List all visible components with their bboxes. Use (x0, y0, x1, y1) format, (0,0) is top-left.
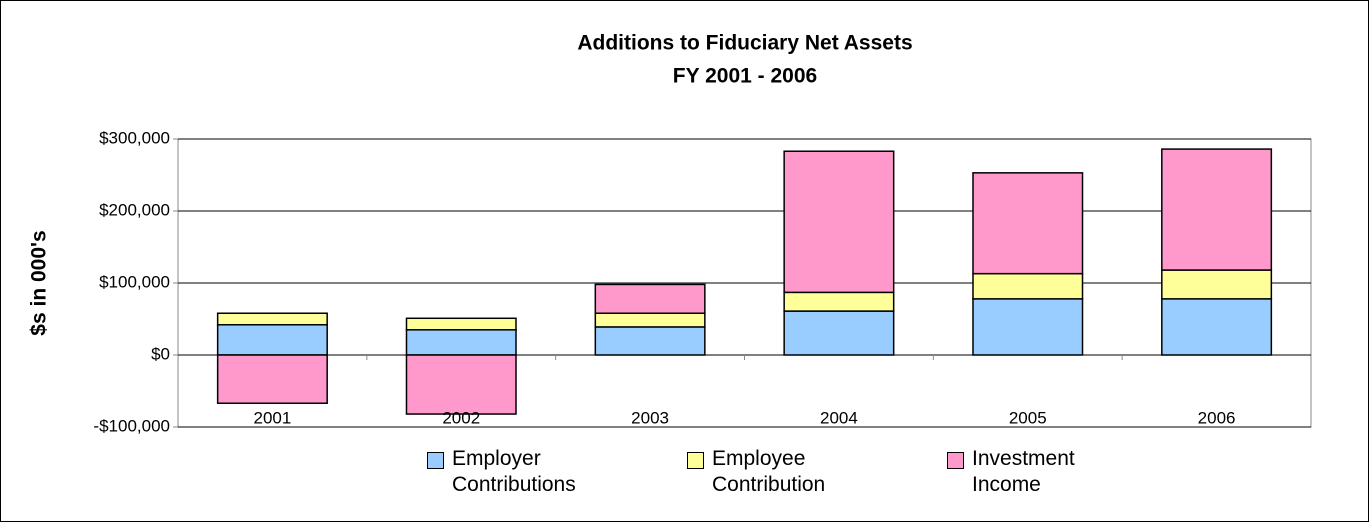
bar-segment (972, 172, 1084, 275)
bar-segment (405, 354, 517, 415)
bar-segment (216, 324, 328, 356)
chart-title: Additions to Fiduciary Net Assets (577, 32, 912, 55)
bar-segment (972, 298, 1084, 356)
bar-segment (405, 329, 517, 356)
bar-segment (783, 150, 895, 294)
chart-subtitle: FY 2001 - 2006 (673, 65, 817, 88)
bar-segment (1161, 298, 1273, 356)
bar-segment (405, 317, 517, 331)
x-tick-label: 2002 (442, 408, 480, 427)
legend-swatch (947, 452, 964, 469)
legend-label: Investment Income (972, 447, 1075, 496)
y-axis-label: $s in 000's (28, 230, 51, 335)
legend-label: Employer Contributions (452, 447, 576, 496)
bar-segment (972, 272, 1084, 300)
x-tick-label: 2003 (631, 408, 669, 427)
bar-segment (594, 283, 706, 314)
bar-segment (1161, 269, 1273, 300)
x-tick-label: 2001 (254, 408, 292, 427)
bar-segment (1161, 148, 1273, 271)
x-tick-label: 2004 (820, 408, 858, 427)
y-tick-label: $300,000 (99, 128, 170, 147)
bar-segment (594, 326, 706, 356)
legend-swatch (687, 452, 704, 469)
legend-swatch (427, 452, 444, 469)
x-tick-label: 2006 (1198, 408, 1236, 427)
x-tick-label: 2005 (1009, 408, 1047, 427)
legend-item: Employee Contribution (687, 446, 862, 498)
bar-segment (216, 312, 328, 326)
bar-segment (783, 291, 895, 312)
legend-label: Employee Contribution (712, 447, 826, 496)
legend-item: Employer Contributions (427, 446, 602, 498)
y-tick-label: -$100,000 (93, 416, 170, 435)
bar-segment (216, 354, 328, 404)
y-tick-label: $100,000 (99, 272, 170, 291)
bar-segment (594, 312, 706, 328)
y-tick-label: $200,000 (99, 200, 170, 219)
y-tick-label: $0 (151, 344, 170, 363)
legend-item: Investment Income (947, 446, 1122, 498)
bar-segment (783, 310, 895, 356)
